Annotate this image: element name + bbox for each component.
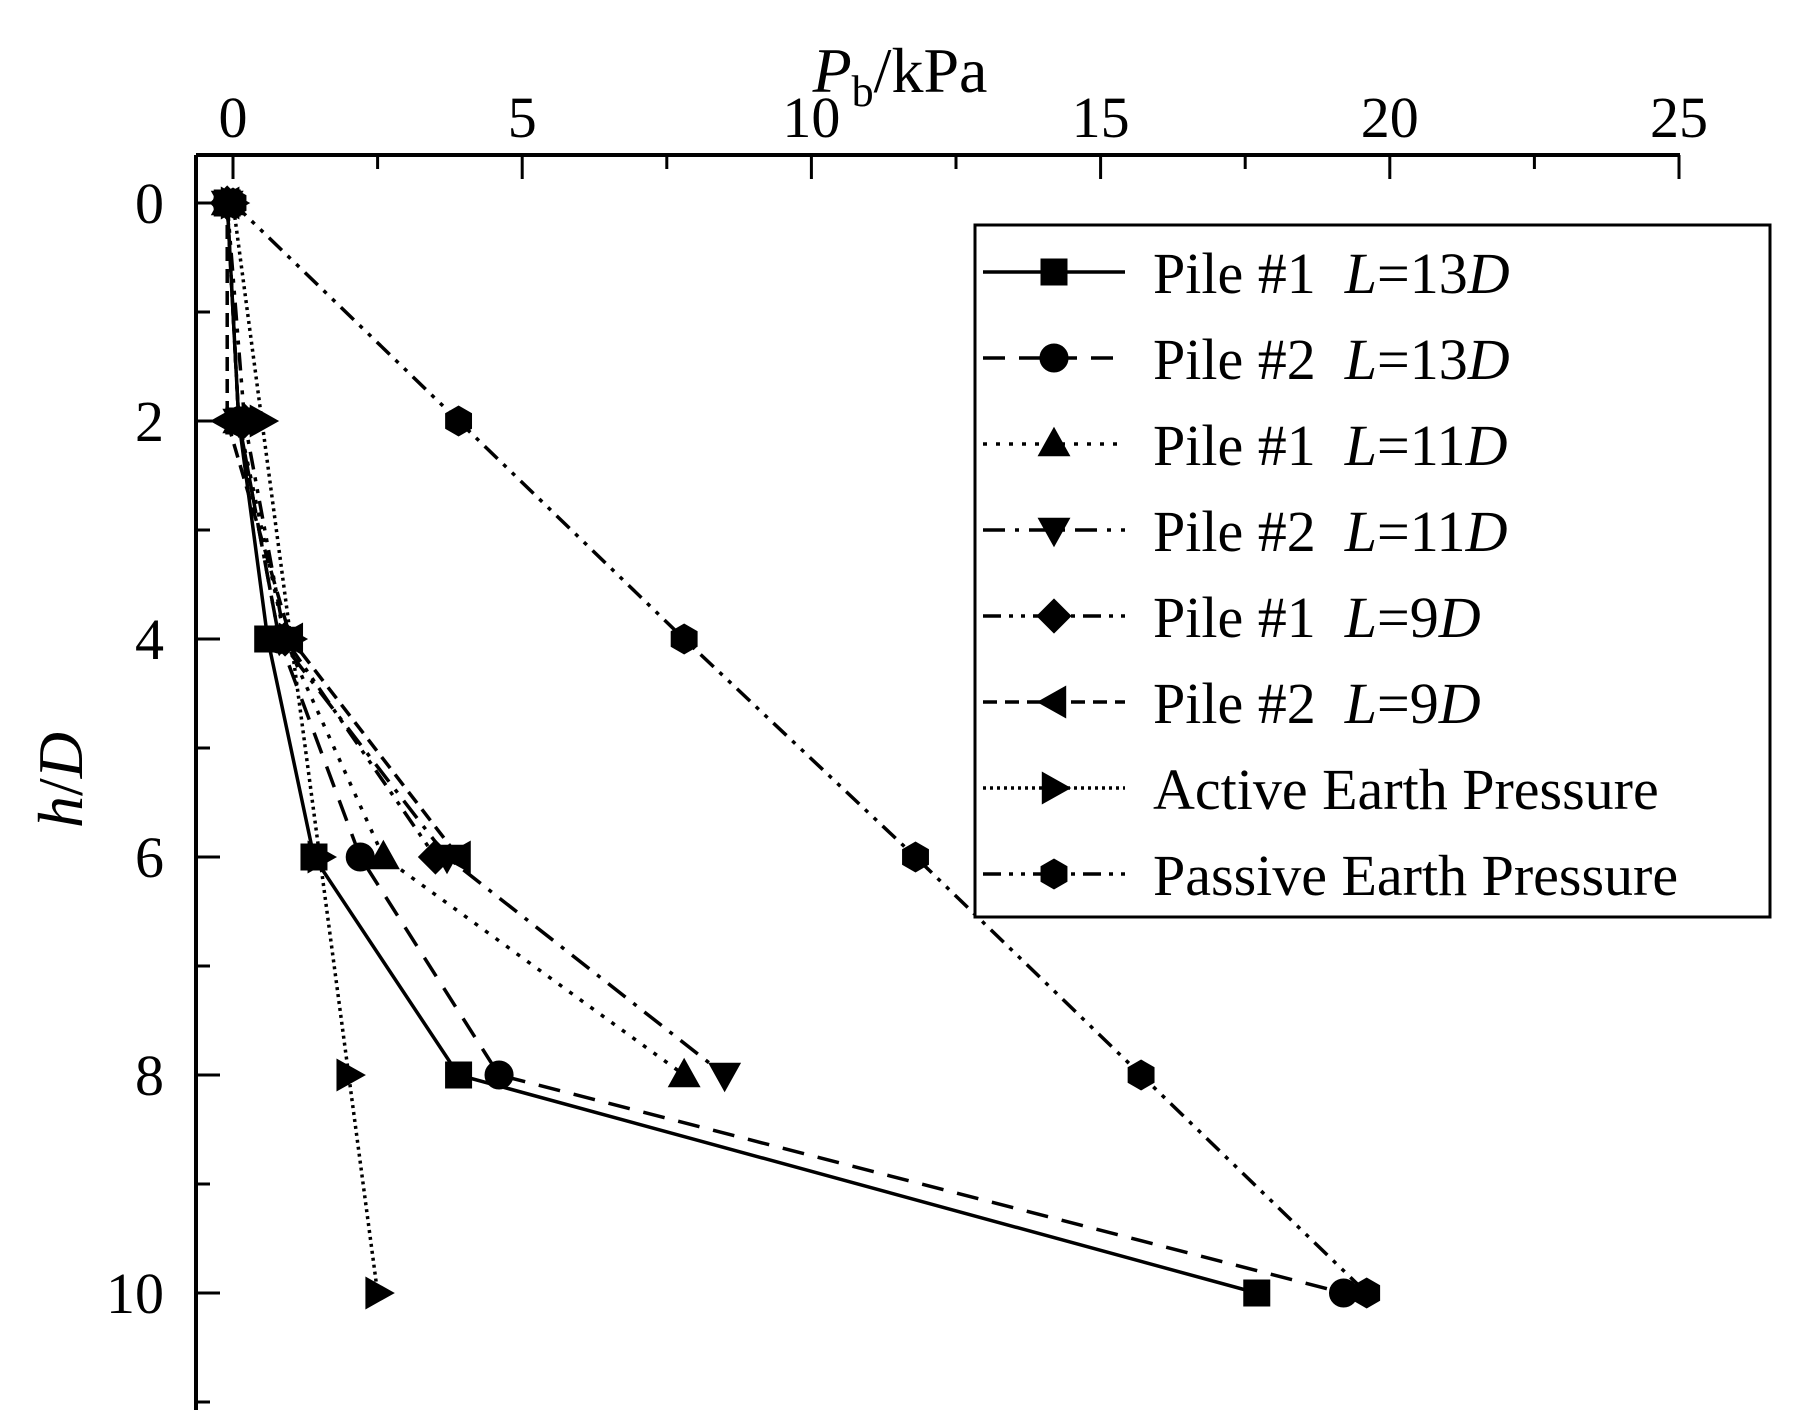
data-point (902, 841, 929, 873)
legend-label: Pile #2 L=9D (1153, 671, 1481, 736)
legend-box (973, 223, 1772, 919)
x-axis-title-main: P (812, 35, 852, 106)
legend-label: Pile #2 L=13D (1153, 327, 1510, 392)
x-tick-label: 25 (1650, 85, 1708, 150)
x-tick-label: 0 (219, 85, 248, 150)
data-point (336, 1058, 366, 1092)
y-axis-title-unit: D (25, 732, 96, 779)
series-5 (209, 185, 454, 875)
data-point (708, 1062, 742, 1093)
legend-marker (1039, 343, 1069, 373)
legend-marker (1037, 426, 1071, 457)
y-axis-title: h/D (25, 732, 96, 828)
x-tick-label: 20 (1361, 85, 1419, 150)
legend-item: Pile #2 L=9D (983, 671, 1481, 736)
legend-marker (1037, 517, 1071, 548)
y-tick-label: 10 (106, 1261, 164, 1326)
data-point (670, 623, 698, 655)
x-axis-title-sub: b (852, 67, 874, 116)
y-axis-title-main: h (25, 796, 96, 828)
data-point (1353, 1277, 1381, 1309)
x-tick-label: 5 (508, 85, 537, 150)
x-tick-label: 15 (1072, 85, 1130, 150)
y-tick-label: 6 (135, 825, 164, 890)
series-layer (209, 185, 1381, 1310)
x-axis-title: Pb/kPa (812, 35, 988, 116)
series-line (231, 201, 1368, 1295)
y-axis-ticks: 0 2 4 6 8 10 (106, 171, 220, 1404)
y-tick-label: 2 (135, 389, 164, 454)
legend-item: Passive Earth Pressure (983, 843, 1678, 908)
data-point (441, 840, 471, 874)
data-point (209, 404, 240, 438)
legend-marker (1040, 858, 1068, 890)
data-point (365, 1276, 395, 1310)
legend-label: Pile #1 L=11D (1153, 413, 1508, 478)
legend-item: Pile #1 L=11D (983, 413, 1508, 478)
legend-marker (1040, 258, 1068, 286)
legend-item: Pile #1 L=9D (983, 585, 1481, 650)
data-point (445, 1061, 473, 1089)
data-point (445, 405, 473, 437)
series-7 (220, 186, 395, 1310)
series-8 (219, 187, 1381, 1309)
axes (194, 153, 1680, 1410)
legend-item: Active Earth Pressure (983, 757, 1659, 822)
series-line (225, 202, 1344, 1295)
series-6 (209, 186, 471, 874)
data-point (1127, 1059, 1155, 1091)
data-point (307, 840, 338, 874)
x-axis-title-unit: /kPa (874, 35, 988, 106)
legend-item: Pile #2 L=11D (983, 499, 1508, 564)
legend-item: Pile #2 L=13D (983, 327, 1510, 392)
legend-label: Active Earth Pressure (1153, 757, 1659, 822)
legend-marker (1036, 685, 1067, 719)
y-tick-label: 8 (135, 1043, 164, 1108)
data-point (249, 404, 280, 438)
legend-label: Passive Earth Pressure (1153, 843, 1678, 908)
legend-label: Pile #1 L=13D (1153, 241, 1510, 306)
data-point (667, 1057, 701, 1088)
data-point (417, 839, 454, 875)
data-point (366, 839, 400, 870)
x-tick-label: 10 (782, 85, 840, 150)
y-tick-label: 4 (135, 607, 164, 672)
series-line (225, 203, 460, 859)
legend-marker (1036, 598, 1072, 634)
legend: Pile #1 L=13D Pile #2 L=13D Pile #1 L=11D P… (973, 223, 1772, 919)
y-axis-title-sep: / (25, 778, 96, 796)
legend-item: Pile #1 L=13D (983, 241, 1510, 306)
x-axis-ticks: 0 5 10 15 20 25 (219, 85, 1708, 179)
data-point (278, 622, 309, 656)
data-point (219, 187, 247, 219)
data-point (1243, 1279, 1271, 1307)
series-line (225, 202, 437, 858)
y-tick-label: 0 (135, 171, 164, 236)
legend-marker (1041, 771, 1072, 805)
legend-label: Pile #2 L=11D (1153, 499, 1508, 564)
data-point (484, 1060, 514, 1090)
legend-label: Pile #1 L=9D (1153, 585, 1481, 650)
series-line (225, 202, 726, 1077)
series-line (231, 202, 380, 1294)
